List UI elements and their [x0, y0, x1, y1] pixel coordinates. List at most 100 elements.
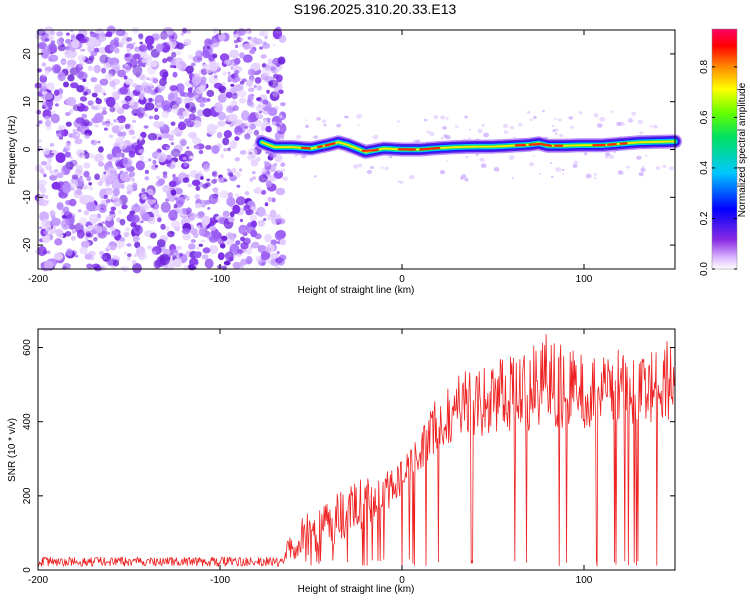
noise-blob	[86, 201, 96, 212]
noise-blob	[190, 228, 198, 236]
noise-blob	[109, 106, 116, 113]
noise-blob	[227, 71, 231, 75]
noise-blob	[105, 198, 111, 204]
noise-blob	[57, 44, 66, 52]
noise-blob	[578, 111, 583, 115]
noise-blob	[198, 211, 205, 216]
noise-blob	[239, 97, 247, 104]
noise-blob	[262, 99, 269, 105]
noise-blob	[217, 120, 226, 127]
noise-blob	[157, 217, 162, 223]
noise-blob	[562, 173, 565, 175]
noise-blob	[202, 163, 210, 172]
noise-blob	[76, 70, 84, 79]
noise-blob	[104, 73, 114, 81]
noise-blob	[593, 177, 597, 180]
noise-blob	[195, 50, 204, 59]
noise-blob	[135, 160, 145, 171]
noise-blob	[74, 222, 84, 233]
noise-blob	[84, 236, 89, 241]
noise-blob	[384, 166, 389, 171]
noise-blob	[232, 261, 242, 269]
noise-blob	[162, 185, 172, 193]
noise-blob	[88, 250, 96, 257]
noise-blob	[53, 252, 64, 261]
colorbar-ticks: 0.0 0.2 0.4 0.6 0.8	[699, 60, 737, 276]
noise-blob	[156, 239, 166, 248]
noise-blob	[115, 119, 119, 123]
y-tick-label: 0	[22, 567, 33, 573]
noise-blob	[186, 102, 196, 112]
noise-blob	[282, 176, 289, 181]
noise-blob	[108, 134, 114, 139]
noise-blob	[77, 103, 81, 107]
noise-blob	[89, 31, 94, 35]
noise-blob	[103, 194, 108, 199]
noise-blob	[168, 39, 177, 48]
noise-blob	[94, 217, 101, 222]
noise-blob	[167, 230, 175, 238]
noise-blob	[275, 218, 282, 225]
noise-blob	[242, 43, 251, 50]
noise-blob	[187, 91, 194, 98]
noise-blob	[48, 54, 59, 62]
noise-blob	[148, 216, 156, 225]
noise-blob	[43, 173, 47, 178]
noise-blob	[140, 220, 144, 224]
noise-blob	[49, 210, 56, 217]
noise-blob	[249, 44, 254, 50]
noise-blob	[207, 207, 211, 210]
noise-blob	[555, 167, 562, 173]
noise-blob	[97, 33, 107, 42]
noise-blob	[54, 238, 63, 246]
noise-blob	[65, 39, 72, 44]
noise-blob	[481, 123, 485, 127]
noise-blob	[192, 120, 202, 128]
noise-blob	[100, 199, 109, 209]
noise-blob	[201, 215, 211, 226]
noise-blob	[429, 131, 435, 137]
noise-blob	[117, 245, 121, 249]
noise-blob	[112, 188, 120, 197]
noise-blob	[141, 212, 150, 222]
noise-blob	[69, 109, 74, 114]
noise-blob	[113, 198, 123, 207]
noise-blob	[244, 191, 250, 196]
noise-blob	[90, 77, 98, 83]
noise-blob	[65, 248, 73, 257]
noise-blob	[216, 131, 223, 139]
noise-blob	[280, 123, 283, 126]
noise-blob	[175, 97, 182, 105]
noise-blob	[228, 256, 234, 262]
noise-blob	[255, 186, 263, 195]
noise-blob	[599, 116, 606, 122]
noise-blob	[53, 169, 59, 173]
noise-blob	[40, 169, 45, 174]
noise-blob	[81, 181, 85, 185]
noise-blob	[100, 221, 106, 225]
noise-blob	[44, 194, 49, 200]
noise-blob	[277, 257, 285, 266]
noise-blob	[90, 105, 96, 110]
snr-y-label: SNR (10 * v/v)	[7, 418, 18, 482]
noise-blob	[247, 115, 255, 123]
noise-blob	[206, 45, 211, 50]
noise-blob	[235, 240, 241, 246]
noise-blob	[223, 148, 227, 152]
noise-blob	[93, 114, 103, 124]
noise-blob	[212, 27, 219, 35]
noise-blob	[123, 231, 130, 238]
noise-blob	[194, 193, 200, 200]
noise-blob	[125, 227, 131, 232]
noise-blob	[254, 77, 262, 84]
noise-blob	[213, 125, 219, 129]
noise-blob	[144, 160, 148, 163]
noise-blob	[94, 47, 100, 53]
noise-blob	[105, 31, 113, 38]
noise-blob	[133, 253, 137, 258]
noise-blob	[141, 58, 148, 64]
noise-blob	[94, 173, 100, 181]
noise-blob	[554, 132, 558, 135]
noise-blob	[166, 41, 171, 45]
